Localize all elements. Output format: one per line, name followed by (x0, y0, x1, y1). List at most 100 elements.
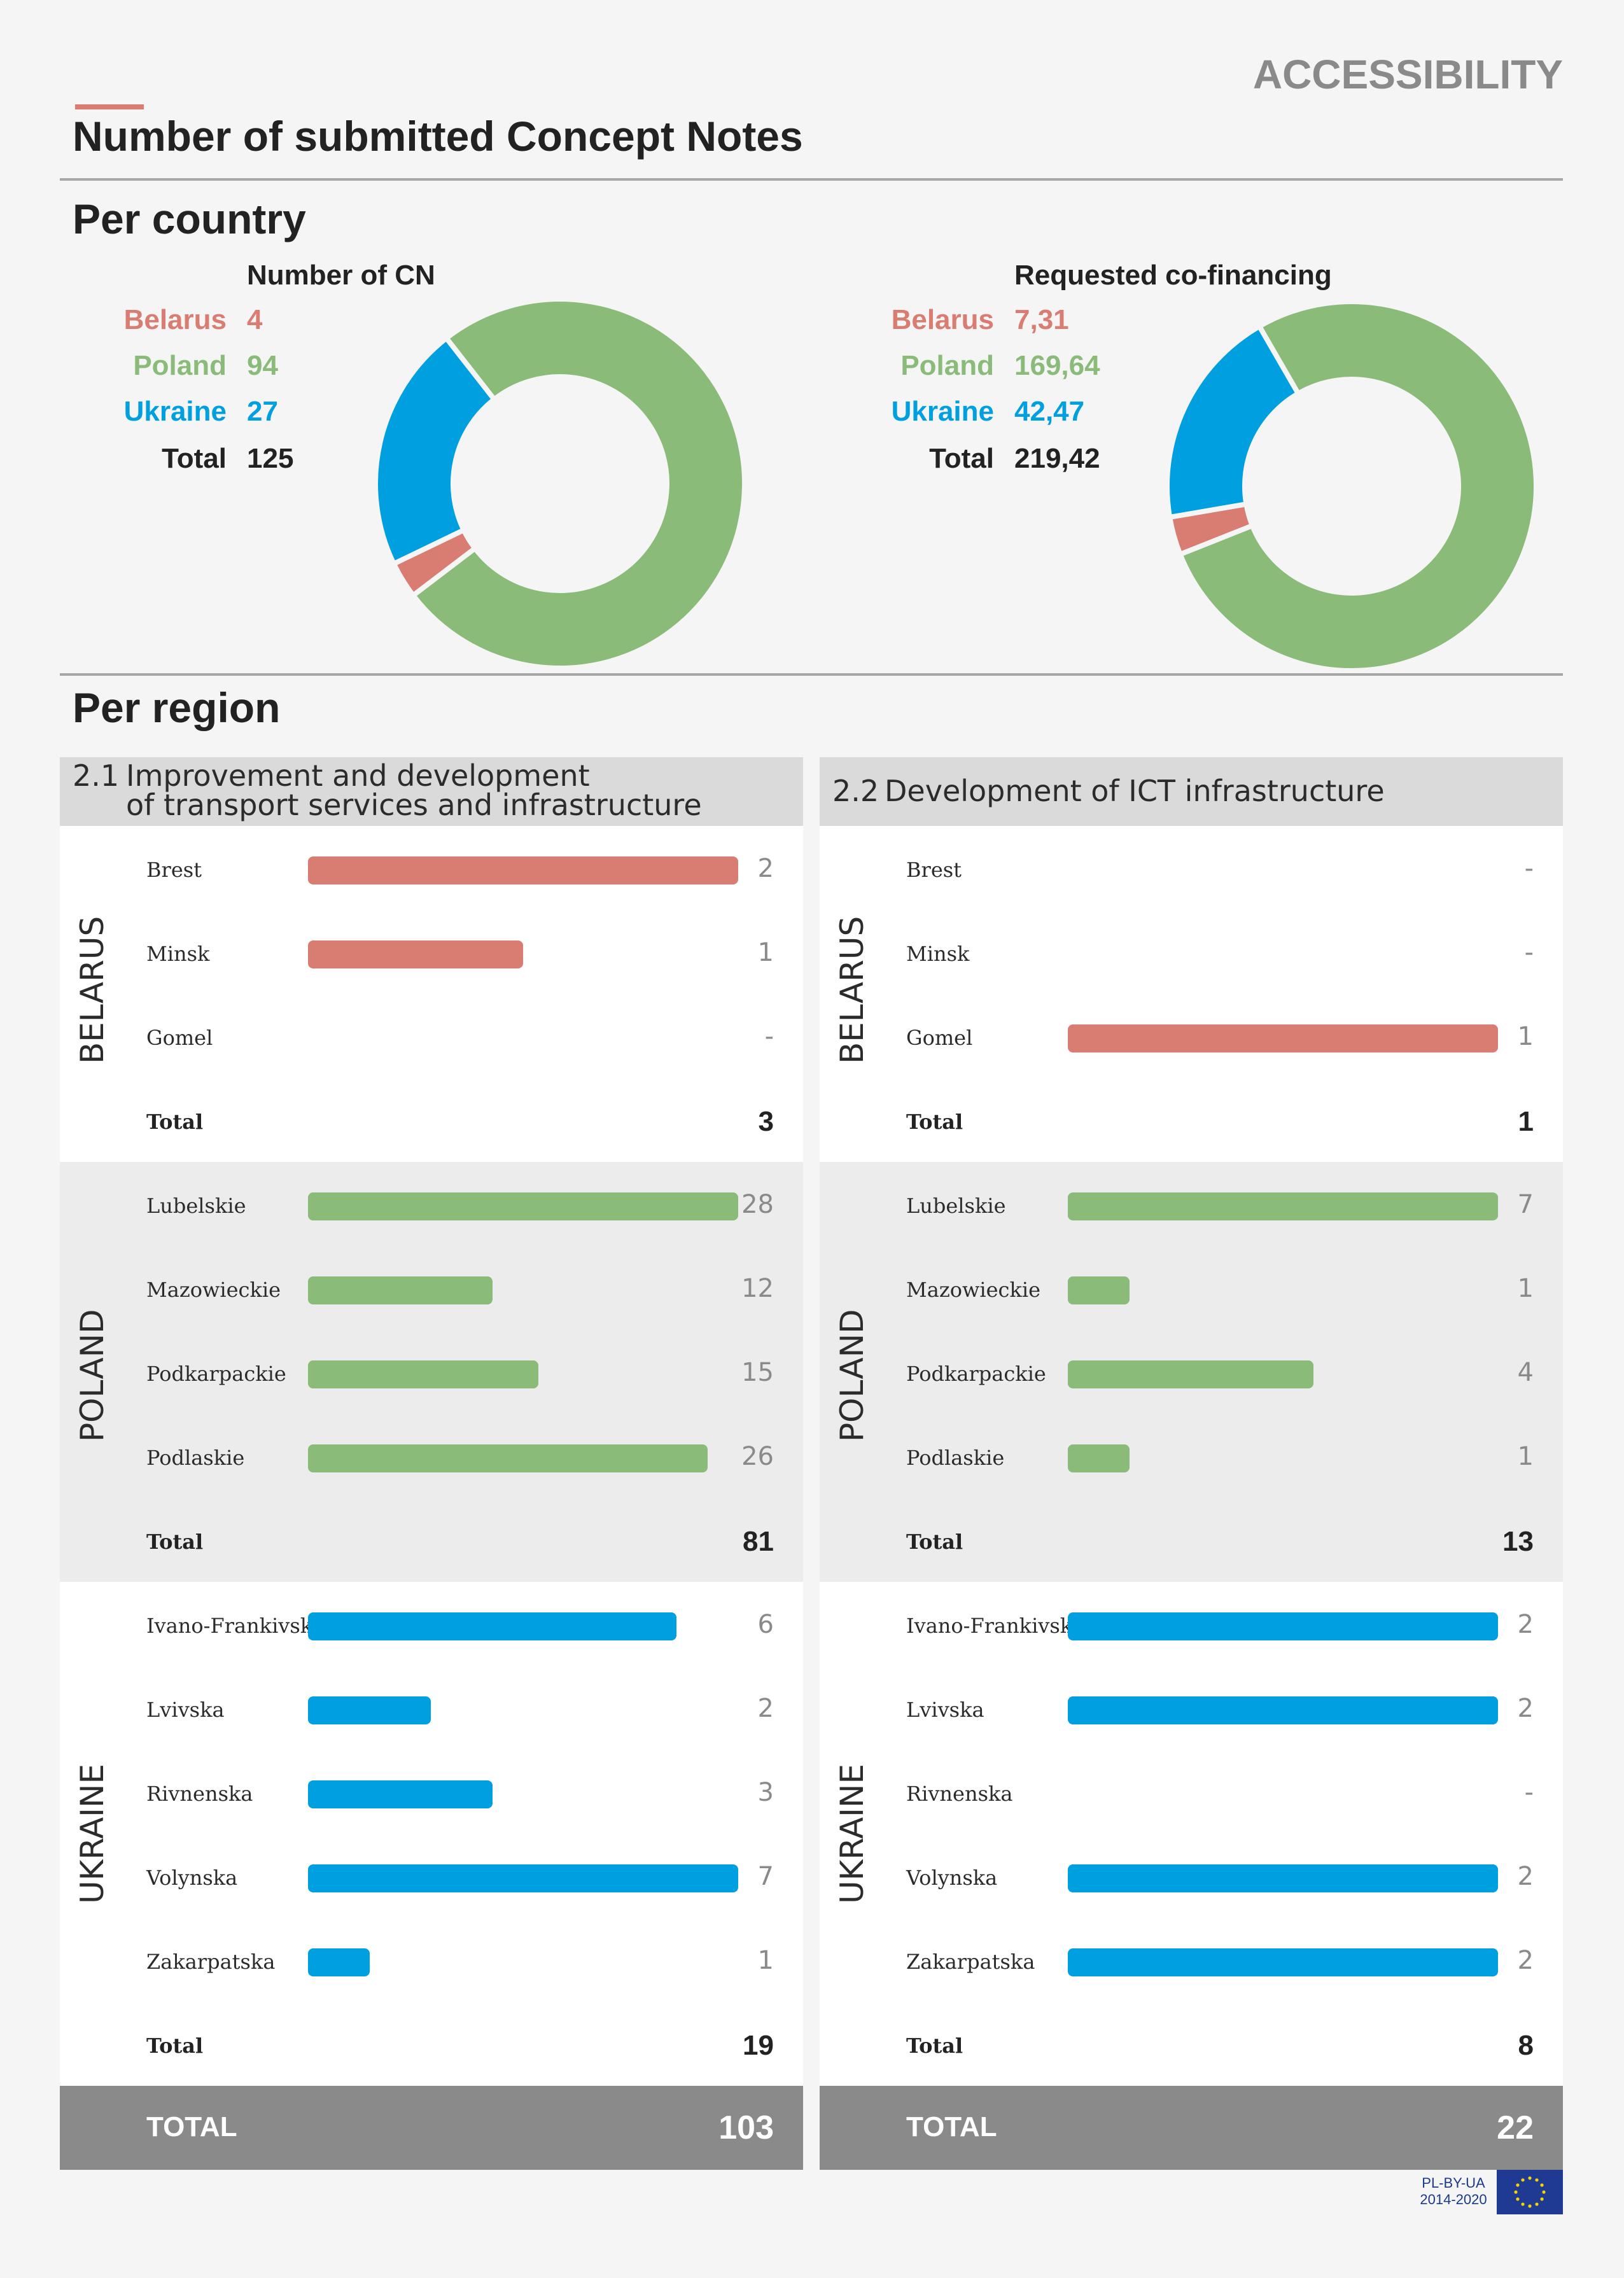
region-name: Gomel (906, 1026, 973, 1050)
legend-value: 125 (247, 443, 294, 474)
bar-value-label: 2 (1517, 1610, 1534, 1639)
region-name: Lvivska (906, 1698, 984, 1722)
bar-value-label: 15 (741, 1358, 774, 1387)
bar-ukraine (1068, 1948, 1498, 1976)
grand-total-row: TOTAL 22 (820, 2086, 1563, 2170)
grand-total-value: 103 (718, 2109, 774, 2146)
legend-label: Belarus (891, 304, 994, 335)
region-row: Brest 2 (60, 851, 803, 890)
grand-total-label: TOTAL (146, 2111, 237, 2142)
region-row: Podkarpackie 4 (820, 1355, 1563, 1394)
bar-ukraine (308, 1864, 738, 1892)
bar-value-label: 4 (1517, 1358, 1534, 1387)
cn-donut-chart (373, 297, 747, 671)
region-band-poland: POLAND Lubelskie 28 Mazowieckie 12 Podkarpack… (60, 1162, 803, 1582)
region-name: Volynska (906, 1866, 998, 1890)
cn-legend-poland: Poland (0, 350, 227, 386)
cn-value-poland: 94 (247, 350, 374, 386)
region-band-belarus: BELARUS Brest - Minsk - Gomel 1 Total 1 (820, 826, 1563, 1162)
region-name: Lvivska (146, 1698, 225, 1722)
bar-poland (308, 1444, 708, 1472)
region-row: Rivnenska 3 (60, 1775, 803, 1813)
country-total-row: Total 81 (60, 1523, 803, 1562)
bar-value-label: 1 (1517, 1022, 1534, 1051)
logo-text: PL-BY-UA 2014-2020 (1415, 2175, 1492, 2208)
region-name: Minsk (146, 942, 210, 966)
bar-value-label: 7 (1517, 1190, 1534, 1219)
total-label: Total (146, 2034, 204, 2058)
bar-poland (1068, 1276, 1130, 1304)
per-region-heading: Per region (73, 684, 281, 731)
eu-star (1535, 2178, 1539, 2182)
legend-label: Belarus (123, 304, 227, 335)
bar-value-label: 2 (757, 1694, 774, 1723)
total-value: 13 (1502, 1526, 1534, 1557)
total-label: Total (906, 1530, 963, 1554)
region-name: Brest (906, 858, 962, 882)
legend-value: 219,42 (1014, 443, 1100, 474)
legend-label: Total (162, 443, 227, 474)
cofin-value-belarus: 7,31 (1014, 304, 1167, 340)
region-row: Lvivska 2 (820, 1691, 1563, 1729)
region-name: Ivano-Frankivska (906, 1614, 1085, 1638)
bar-value-label: 1 (1517, 1442, 1534, 1471)
eu-star (1514, 2190, 1518, 2194)
region-name: Zakarpatska (906, 1950, 1035, 1974)
country-total-row: Total 8 (820, 2027, 1563, 2065)
cofin-value-poland: 169,64 (1014, 350, 1167, 386)
bar-poland (308, 1360, 538, 1388)
total-value: 1 (1518, 1106, 1534, 1137)
country-total-row: Total 19 (60, 2027, 803, 2065)
bar-ukraine (1068, 1696, 1498, 1724)
bar-value-label: 2 (757, 854, 774, 883)
region-row: Ivano-Frankivska 2 (820, 1607, 1563, 1646)
region-band-belarus: BELARUS Brest 2 Minsk 1 Gomel - Total 3 (60, 826, 803, 1162)
legend-label: Poland (133, 350, 227, 381)
region-name: Lubelskie (146, 1194, 246, 1218)
region-row: Lubelskie 7 (820, 1187, 1563, 1226)
bar-value-label: 3 (757, 1778, 774, 1807)
cn-value-belarus: 4 (247, 304, 374, 340)
cofin-legend-ukraine: Ukraine (0, 396, 994, 431)
region-row: Lvivska 2 (60, 1691, 803, 1729)
bar-poland (1068, 1360, 1313, 1388)
cn-legend-total: Total (0, 443, 227, 479)
eu-star (1542, 2190, 1546, 2194)
region-row: Gomel 1 (820, 1019, 1563, 1058)
cofin-heading: Requested co-financing (1014, 260, 1332, 291)
donut-slice-poland (1177, 299, 1539, 673)
region-name: Rivnenska (906, 1782, 1013, 1806)
bar-belarus (308, 940, 523, 968)
region-band-ukraine: UKRAINE Ivano-Frankivska 2 Lvivska 2 Rivnensk… (820, 1582, 1563, 2086)
legend-value: 94 (247, 350, 278, 381)
region-row: Lubelskie 28 (60, 1187, 803, 1226)
grand-total-row: TOTAL 103 (60, 2086, 803, 2170)
eu-star (1540, 2183, 1544, 2187)
eu-star (1528, 2204, 1532, 2208)
cofin-value-total: 219,42 (1014, 443, 1167, 479)
middle-divider (60, 673, 1563, 676)
total-value: 8 (1518, 2030, 1534, 2061)
region-row: Minsk 1 (60, 935, 803, 974)
eu-flag-icon (1497, 2170, 1563, 2214)
bar-value-label: 1 (757, 938, 774, 967)
eu-star (1521, 2178, 1525, 2182)
legend-label: Total (929, 443, 994, 474)
bar-value-label: 1 (757, 1946, 774, 1975)
bar-poland (1068, 1444, 1130, 1472)
region-row: Podlaskie 26 (60, 1439, 803, 1478)
logo-line2: 2014-2020 (1420, 2191, 1487, 2207)
bar-ukraine (308, 1612, 676, 1640)
bar-value-label: 26 (741, 1442, 774, 1471)
legend-label: Poland (900, 350, 994, 381)
cn-value-ukraine: 27 (247, 396, 374, 431)
region-row: Mazowieckie 1 (820, 1271, 1563, 1310)
region-name: Minsk (906, 942, 970, 966)
region-row: Mazowieckie 12 (60, 1271, 803, 1310)
country-total-row: Total 13 (820, 1523, 1563, 1562)
region-name: Rivnenska (146, 1782, 253, 1806)
bar-value-label: - (1524, 938, 1534, 967)
region-name: Podlaskie (146, 1446, 245, 1470)
eu-star (1521, 2202, 1525, 2206)
total-label: Total (146, 1110, 204, 1134)
